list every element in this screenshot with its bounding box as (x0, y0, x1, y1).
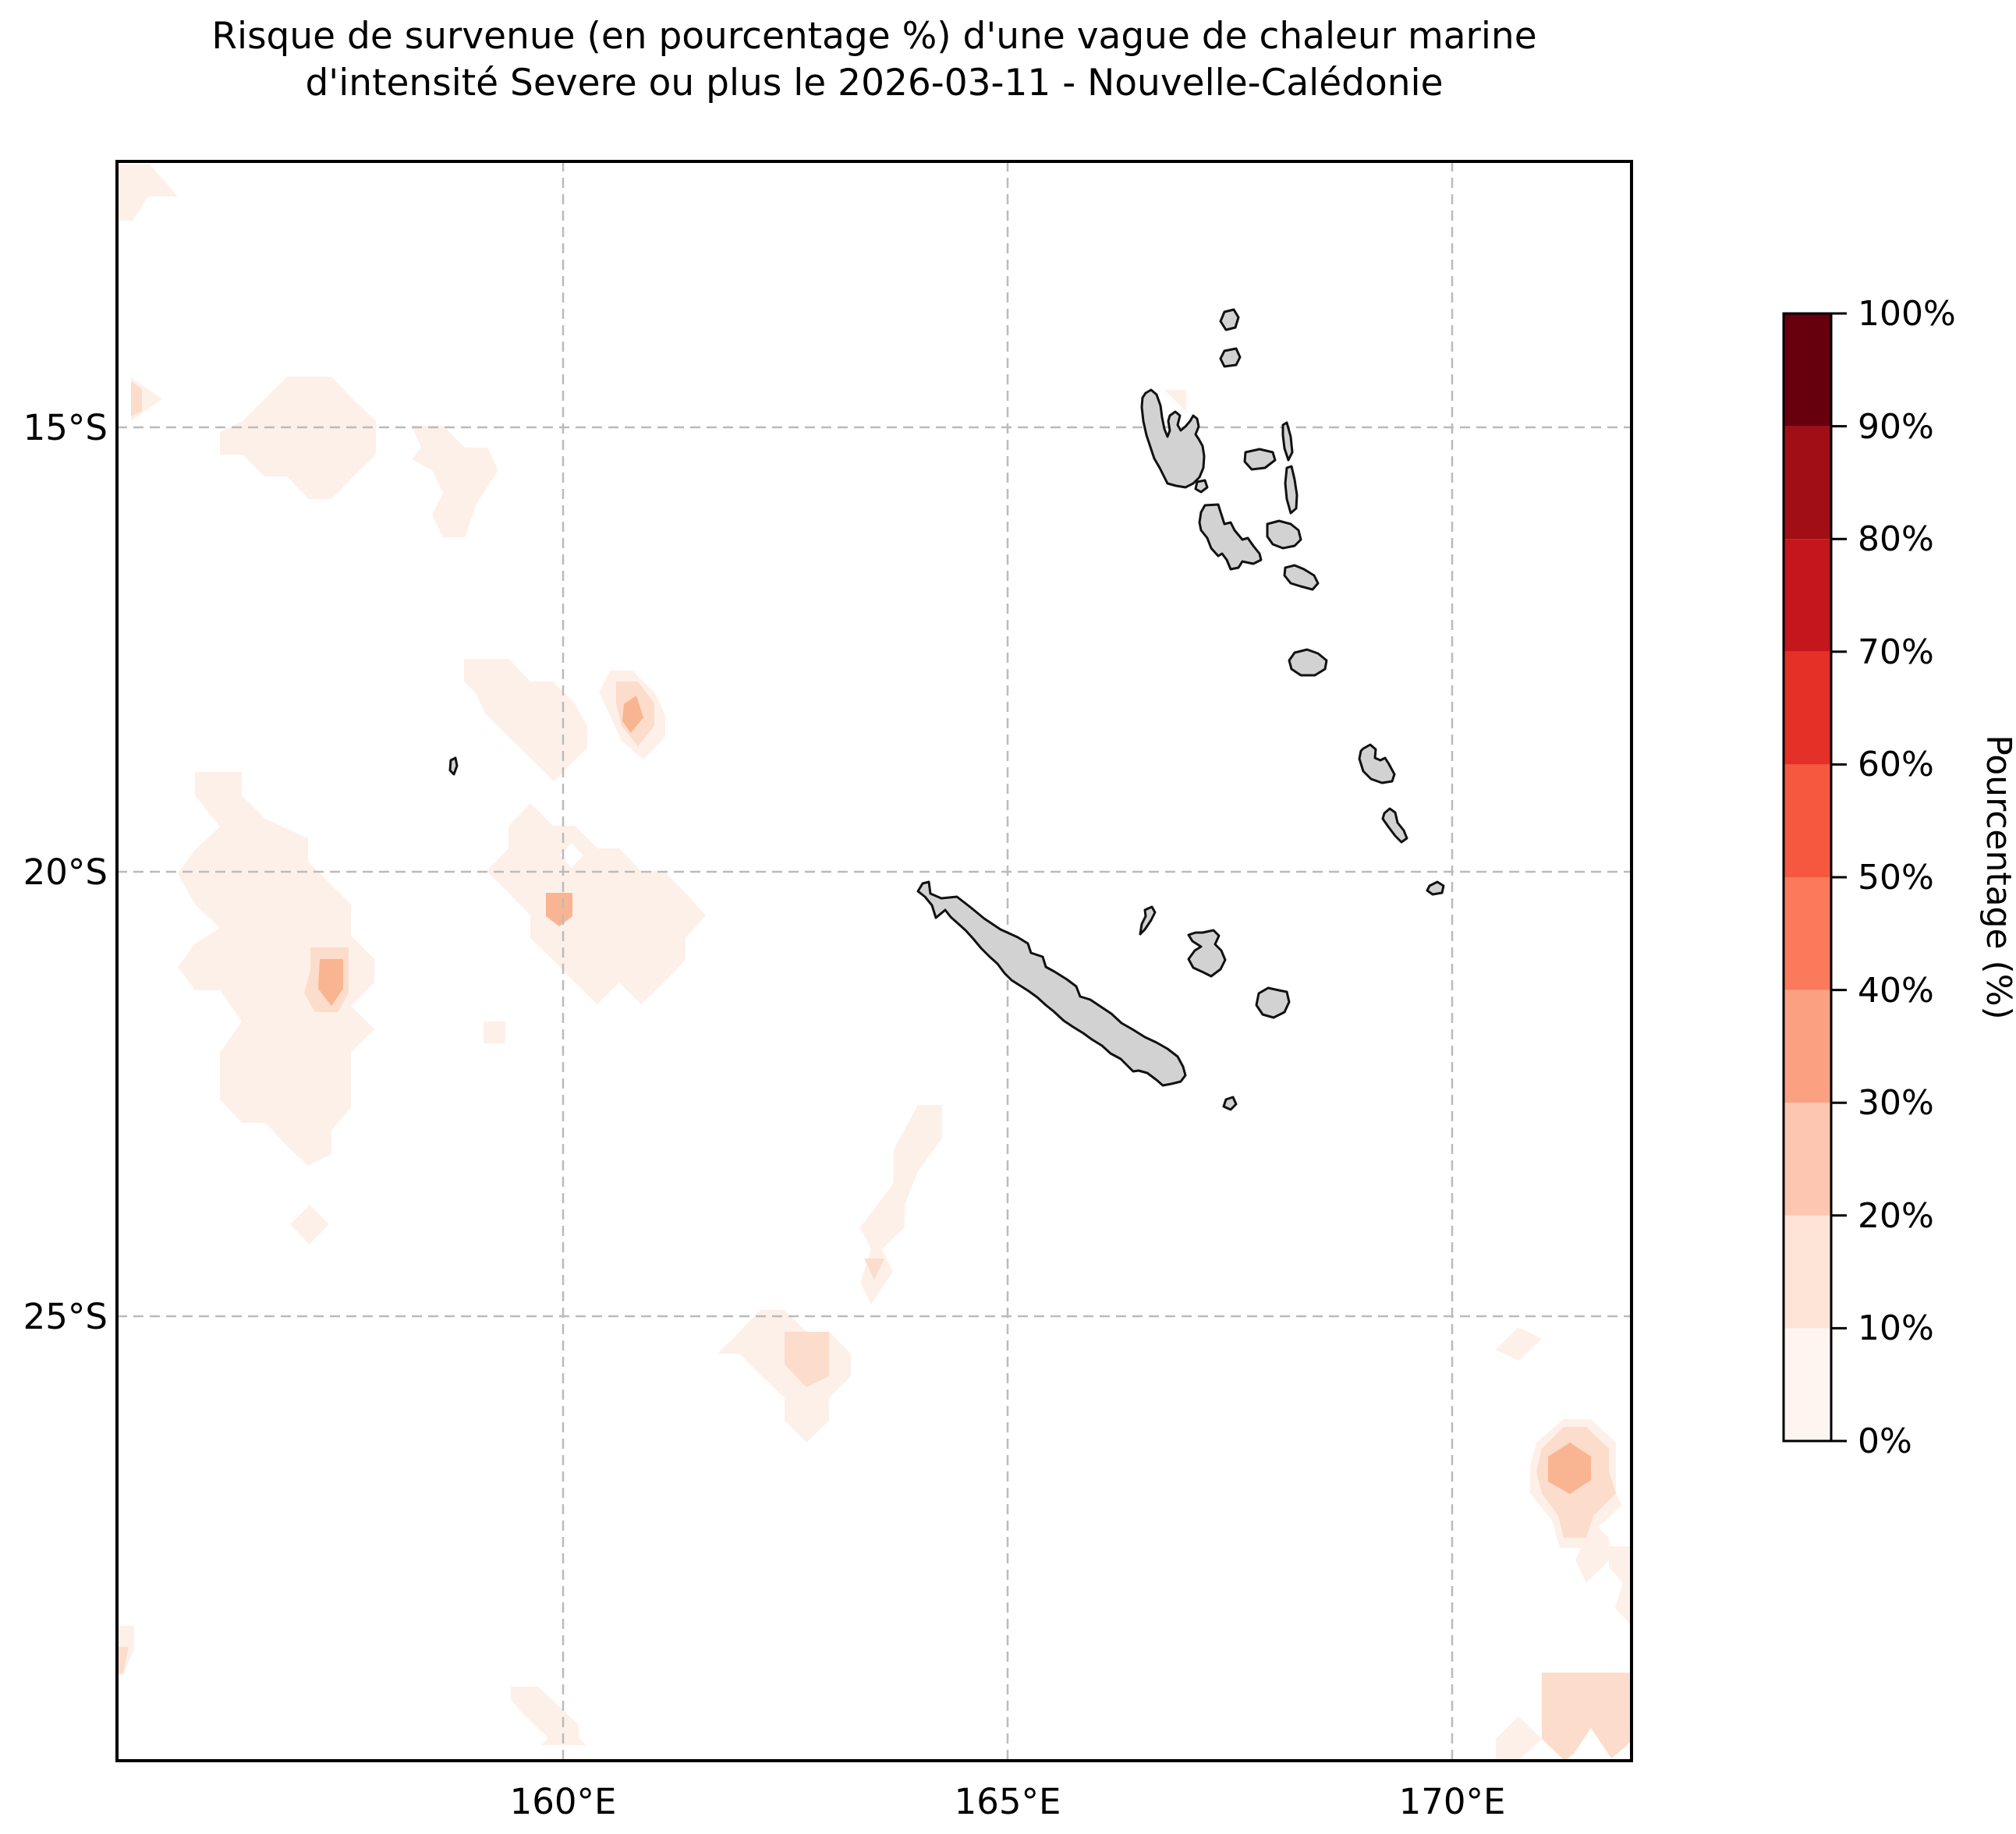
lon-tick-170e: 170°E (1399, 1781, 1506, 1822)
colorbar-tick-30: 30% (1858, 1083, 1934, 1123)
lat-axis: 15°S 20°S 25°S (23, 407, 108, 1337)
island-espiritu-santo (1140, 388, 1206, 489)
island-aneityum (1426, 880, 1445, 896)
risk-patch (487, 803, 706, 1004)
risk-patch (1575, 1516, 1609, 1583)
risk-patch (412, 426, 498, 537)
colorbar-tick-90: 90% (1858, 407, 1934, 447)
risk-patch (464, 659, 587, 781)
island-ile-des-pins (1222, 1096, 1238, 1111)
risk-patch (220, 377, 376, 499)
risk-patch (178, 772, 374, 1166)
colorbar-tick-40: 40% (1858, 971, 1934, 1011)
colorbar-swatch-80-90 (1784, 426, 1831, 540)
island-erromango (1358, 743, 1396, 784)
risk-patch (117, 165, 178, 221)
colorbar-swatch-10-20 (1784, 1215, 1831, 1329)
lon-tick-165e: 165°E (955, 1781, 1061, 1822)
risk-level-20-30 (318, 696, 1591, 1494)
colorbar-tick-60: 60% (1858, 745, 1934, 784)
colorbar: 0% 10% 20% 30% 40% 50% 60% 70% 80% 90% 1… (1782, 294, 2016, 1461)
lat-tick-15s: 15°S (23, 407, 108, 448)
gridlines (117, 161, 1632, 1761)
colorbar-swatch-0-10 (1784, 1328, 1831, 1441)
risk-patch (484, 1021, 505, 1043)
risk-patch (622, 696, 643, 733)
island-banks-north (1219, 308, 1240, 331)
island-ambae (1243, 448, 1277, 471)
colorbar-tick-10: 10% (1858, 1308, 1934, 1348)
colorbar-ticks (1831, 312, 1847, 1443)
risk-patch (131, 381, 142, 416)
risk-patch (860, 1105, 942, 1305)
risk-patch (1548, 1443, 1591, 1494)
colorbar-tick-100: 100% (1858, 294, 1956, 334)
colorbar-swatch-40-50 (1784, 877, 1831, 990)
risk-patch (546, 893, 572, 926)
risk-patch (290, 1205, 329, 1244)
coastlines (448, 308, 1445, 1111)
risk-patch (785, 1332, 829, 1387)
risk-patch (318, 959, 343, 1006)
lon-axis: 160°E 165°E 170°E (510, 1781, 1506, 1822)
lat-tick-25s: 25°S (23, 1296, 108, 1337)
island-grande-terre (916, 880, 1187, 1087)
risk-patch (1164, 390, 1186, 412)
colorbar-axis-label: Pourcentage (%) (1979, 735, 2016, 1019)
colorbar-tick-20: 20% (1858, 1196, 1934, 1236)
colorbar-tick-0: 0% (1858, 1422, 1912, 1461)
island-ambrym (1266, 519, 1302, 550)
colorbar-swatch-90-100 (1784, 313, 1831, 427)
land-masses (448, 308, 1445, 1111)
island-ouvea (1139, 905, 1157, 936)
island-tanna (1381, 807, 1408, 844)
risk-patch-hole (1569, 1728, 1613, 1761)
chart-title-line2: d'intensité Severe ou plus le 2026-03-11… (305, 62, 1443, 104)
island-malakula (1198, 503, 1263, 571)
island-lifou (1187, 929, 1227, 978)
risk-patch (1542, 1673, 1632, 1761)
risk-patch-hole (560, 844, 583, 868)
island-pentecost (1284, 465, 1299, 515)
risk-patch (1496, 1716, 1542, 1761)
colorbar-swatch-20-30 (1784, 1103, 1831, 1216)
colorbar-swatches (1784, 313, 1831, 1441)
colorbar-swatch-30-40 (1784, 990, 1831, 1103)
risk-patch (117, 1647, 129, 1673)
island-mare (1255, 986, 1291, 1019)
risk-patch (1609, 1546, 1632, 1626)
risk-level-holes (560, 844, 1613, 1761)
lat-tick-20s: 20°S (23, 852, 108, 893)
colorbar-tick-70: 70% (1858, 632, 1934, 672)
colorbar-tick-80: 80% (1858, 519, 1934, 559)
island-banks-south (1219, 347, 1242, 368)
lon-tick-160e: 160°E (510, 1781, 617, 1822)
colorbar-swatch-60-70 (1784, 651, 1831, 765)
island-maewo (1281, 421, 1294, 462)
risk-patch (1496, 1327, 1542, 1361)
islet-west (448, 756, 459, 776)
island-epi (1283, 564, 1320, 591)
colorbar-swatch-50-60 (1784, 764, 1831, 877)
island-efate (1288, 648, 1328, 677)
colorbar-tick-50: 50% (1858, 858, 1934, 898)
risk-patch (864, 1259, 884, 1280)
chart-title-line1: Risque de survenue (en pourcentage %) d'… (211, 15, 1536, 58)
colorbar-swatch-70-80 (1784, 539, 1831, 652)
risk-contours (117, 165, 1632, 1761)
risk-level-0-10 (117, 165, 1632, 1761)
colorbar-tick-labels: 0% 10% 20% 30% 40% 50% 60% 70% 80% 90% 1… (1858, 294, 1956, 1461)
map-frame (115, 160, 1633, 1762)
island-malo (1194, 479, 1209, 494)
